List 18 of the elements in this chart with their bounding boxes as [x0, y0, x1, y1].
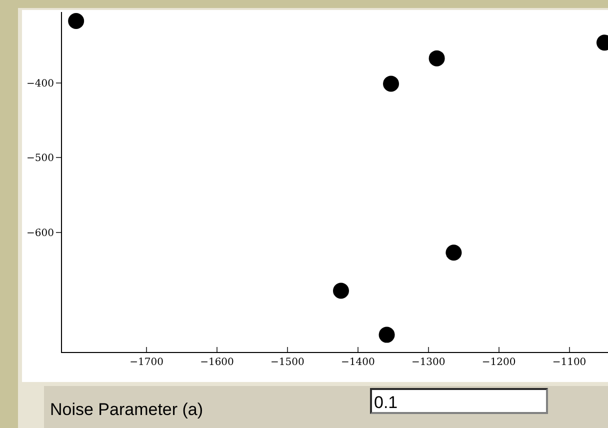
x-tick-label: −1600: [200, 357, 234, 368]
x-tick-label: −1200: [482, 357, 516, 368]
x-tick-label: −1400: [340, 357, 375, 368]
point: [332, 282, 349, 299]
text: Noise Parameter (a): [50, 400, 204, 420]
point: [446, 244, 462, 261]
y-tick-label: −400: [26, 78, 54, 90]
point: [68, 12, 84, 29]
x-tick-label: −1500: [270, 357, 304, 368]
x-tick-label: −1700: [130, 357, 164, 368]
x-tick-label: −1300: [411, 357, 446, 368]
text-field: 0.1: [370, 388, 548, 414]
point: [428, 50, 445, 66]
y-tick-label: −600: [26, 228, 54, 239]
y-tick-label: −500: [26, 153, 54, 164]
point: [383, 76, 400, 92]
x-tick-label: −1100: [552, 357, 586, 368]
point: [378, 326, 395, 343]
